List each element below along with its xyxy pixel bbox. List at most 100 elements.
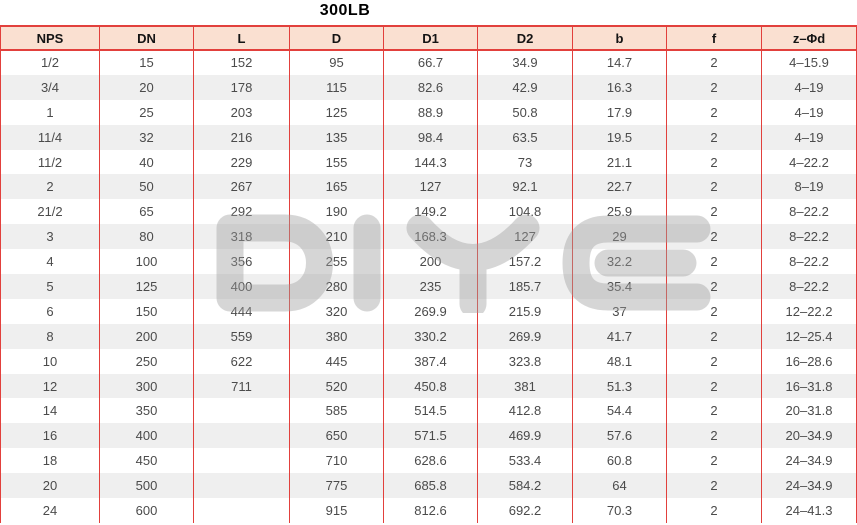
table-cell: 57.6 <box>572 423 667 449</box>
table-cell: 14 <box>0 398 100 424</box>
table-row: 1/2 15 152 95 66.7 34.9 14.7 2 4–15.9 <box>0 50 857 75</box>
table-cell: 2 <box>666 199 762 225</box>
table-cell: 280 <box>289 274 384 299</box>
table-cell: 98.4 <box>383 124 478 150</box>
table-cell: 210 <box>289 224 384 250</box>
table-row: 6 150 444 320 269.9 215.9 37 2 12–22.2 <box>0 298 857 324</box>
table-header-row: NPS DN L D D1 D2 b f z–Φd <box>0 25 857 51</box>
table-cell: 2 <box>0 174 100 200</box>
table-cell: 125 <box>289 99 384 125</box>
table-cell: 144.3 <box>383 149 478 175</box>
table-cell: 21/2 <box>0 199 100 225</box>
table-cell: 24–34.9 <box>761 473 857 499</box>
table-body: 1/2 15 152 95 66.7 34.9 14.7 2 4–15.9 3/4 20 178 115… <box>0 50 857 523</box>
table-cell: 450.8 <box>383 373 478 399</box>
table-cell: 412.8 <box>477 398 573 424</box>
table-cell: 250 <box>99 348 194 374</box>
table-cell: 387.4 <box>383 348 478 374</box>
table-row: 1 25 203 125 88.9 50.8 17.9 2 4–19 <box>0 99 857 125</box>
table-cell: 88.9 <box>383 99 478 125</box>
table-cell: 216 <box>193 124 290 150</box>
table-cell: 155 <box>289 149 384 175</box>
table-cell: 10 <box>0 348 100 374</box>
table-cell: 320 <box>289 298 384 324</box>
table-cell: 318 <box>193 224 290 250</box>
table-cell: 2 <box>666 124 762 150</box>
table-cell: 203 <box>193 99 290 125</box>
table-cell: 269.9 <box>477 323 573 349</box>
table-cell: 2 <box>666 149 762 175</box>
table-cell: 168.3 <box>383 224 478 250</box>
table-cell: 585 <box>289 398 384 424</box>
table-cell: 115 <box>289 74 384 100</box>
table-cell: 8–22.2 <box>761 249 857 275</box>
table-cell: 20 <box>99 74 194 100</box>
table-cell: 18 <box>0 448 100 474</box>
column-header: NPS <box>0 25 100 51</box>
table-cell: 2 <box>666 99 762 125</box>
table-cell: 48.1 <box>572 348 667 374</box>
table-cell: 165 <box>289 174 384 200</box>
table-cell <box>193 473 290 499</box>
column-header: L <box>193 25 290 51</box>
table-row: 18 450 710 628.6 533.4 60.8 2 24–34.9 <box>0 448 857 474</box>
table-cell: 600 <box>99 498 194 523</box>
table-cell: 25 <box>99 99 194 125</box>
table-cell: 50 <box>99 174 194 200</box>
table-cell: 152 <box>193 50 290 75</box>
table-cell: 22.7 <box>572 174 667 200</box>
table-cell: 19.5 <box>572 124 667 150</box>
table-cell: 12–25.4 <box>761 323 857 349</box>
table-cell: 1/2 <box>0 50 100 75</box>
table-cell: 157.2 <box>477 249 573 275</box>
table-cell: 20–34.9 <box>761 423 857 449</box>
table-cell: 559 <box>193 323 290 349</box>
table-cell: 50.8 <box>477 99 573 125</box>
table-cell: 400 <box>193 274 290 299</box>
table-cell: 6 <box>0 298 100 324</box>
table-cell: 42.9 <box>477 74 573 100</box>
table-cell: 17.9 <box>572 99 667 125</box>
table-cell: 80 <box>99 224 194 250</box>
table-cell: 29 <box>572 224 667 250</box>
table-cell: 3/4 <box>0 74 100 100</box>
table-cell: 4–22.2 <box>761 149 857 175</box>
table-cell: 255 <box>289 249 384 275</box>
table-cell: 21.1 <box>572 149 667 175</box>
table-row: 3 80 318 210 168.3 127 29 2 8–22.2 <box>0 224 857 250</box>
table-cell: 267 <box>193 174 290 200</box>
table-cell: 2 <box>666 473 762 499</box>
table-cell: 584.2 <box>477 473 573 499</box>
table-cell: 104.8 <box>477 199 573 225</box>
table-cell: 380 <box>289 323 384 349</box>
table-row: 16 400 650 571.5 469.9 57.6 2 20–34.9 <box>0 423 857 449</box>
table-cell: 51.3 <box>572 373 667 399</box>
table-cell: 12–22.2 <box>761 298 857 324</box>
table-cell: 215.9 <box>477 298 573 324</box>
column-header: b <box>572 25 667 51</box>
table-cell: 229 <box>193 149 290 175</box>
table-cell: 2 <box>666 348 762 374</box>
table-cell: 4–19 <box>761 124 857 150</box>
table-cell: 4–19 <box>761 74 857 100</box>
table-cell: 11/4 <box>0 124 100 150</box>
table-cell: 2 <box>666 398 762 424</box>
table-cell: 2 <box>666 373 762 399</box>
table-cell: 41.7 <box>572 323 667 349</box>
table-cell: 8 <box>0 323 100 349</box>
table-cell: 915 <box>289 498 384 523</box>
table-cell: 450 <box>99 448 194 474</box>
table-cell: 2 <box>666 298 762 324</box>
column-header: z–Φd <box>761 25 857 51</box>
table-cell <box>193 448 290 474</box>
table-row: 24 600 915 812.6 692.2 70.3 2 24–41.3 <box>0 498 857 523</box>
table-cell: 34.9 <box>477 50 573 75</box>
table-cell: 200 <box>383 249 478 275</box>
table-row: 14 350 585 514.5 412.8 54.4 2 20–31.8 <box>0 398 857 424</box>
table-cell: 292 <box>193 199 290 225</box>
table-cell: 4–19 <box>761 99 857 125</box>
table-cell: 150 <box>99 298 194 324</box>
table-cell: 63.5 <box>477 124 573 150</box>
table-cell: 2 <box>666 423 762 449</box>
table-cell: 16.3 <box>572 74 667 100</box>
